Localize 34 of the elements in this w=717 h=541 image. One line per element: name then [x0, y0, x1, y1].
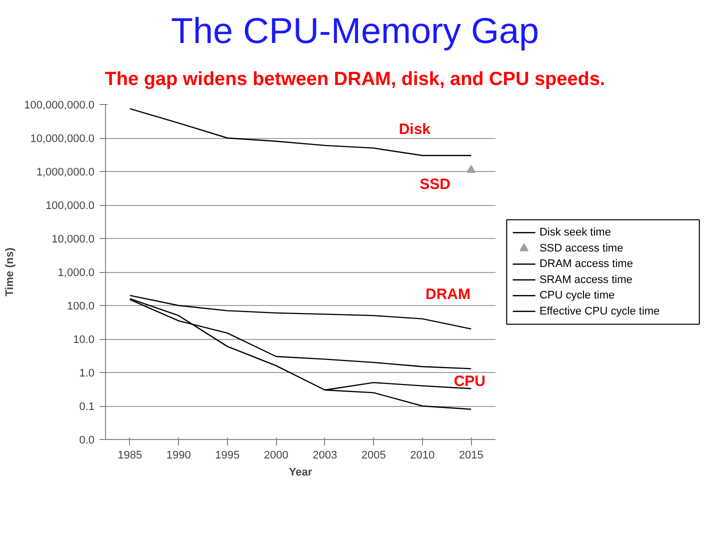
x-axis-title: Year: [288, 466, 313, 478]
chart-subtitle: The gap widens between DRAM, disk, and CPU speeds.: [104, 68, 606, 92]
y-tick-label: 0.0: [79, 434, 95, 446]
x-tick-label: 1995: [215, 449, 240, 462]
x-tick-label: 2015: [458, 449, 484, 462]
y-tick-label: 1,000,000.0: [36, 166, 95, 178]
annotation: SSD: [420, 176, 451, 193]
line-series: [129, 108, 472, 156]
y-tick-label: 100,000,000.0: [24, 99, 95, 112]
legend-label: SRAM access time: [539, 273, 632, 286]
chart-title: The CPU-Memory Gap: [170, 9, 540, 53]
annotation: DRAM: [426, 286, 471, 303]
y-tick-label: 1.0: [79, 367, 95, 380]
y-tick-label: 10,000.0: [52, 233, 95, 246]
y-axis-title: Time (ns): [4, 246, 16, 296]
y-tick-label: 100.0: [66, 300, 95, 312]
y-tick-label: 10.0: [73, 334, 95, 346]
legend-label: Effective CPU cycle time: [539, 304, 660, 317]
annotation: Disk: [398, 120, 432, 138]
y-tick-label: 100,000.0: [46, 200, 94, 212]
x-tick-label: 2005: [361, 449, 386, 462]
y-tick-label: 0.1: [79, 400, 95, 413]
legend-label: Disk seek time: [539, 226, 611, 238]
legend-label: CPU cycle time: [539, 289, 615, 302]
legend-label: DRAM access time: [539, 258, 633, 270]
x-tick-label: 1990: [166, 449, 191, 462]
x-tick-label: 2003: [312, 449, 338, 462]
y-tick-label: 10,000,000.0: [30, 132, 95, 145]
y-tick-label: 1,000.0: [58, 266, 94, 279]
x-tick-label: 2000: [264, 449, 288, 462]
x-tick-label: 1985: [118, 449, 142, 462]
annotation: CPU: [454, 372, 486, 390]
x-tick-label: 2010: [410, 449, 435, 462]
legend-label: SSD access time: [539, 242, 624, 254]
